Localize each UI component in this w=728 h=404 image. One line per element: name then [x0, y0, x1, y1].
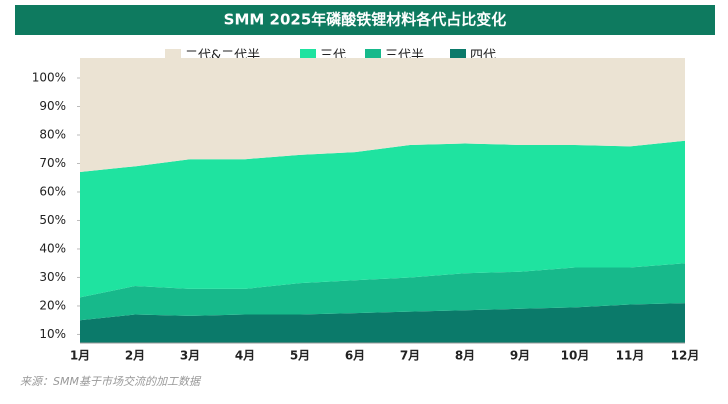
legend-swatch [365, 49, 381, 61]
x-tick-label: 1月 [70, 349, 90, 363]
y-tick-label: 40% [39, 241, 66, 255]
legend-swatch [300, 49, 316, 61]
area [80, 263, 685, 321]
y-tick-label: 70% [39, 156, 66, 170]
x-tick-label: 9月 [510, 349, 530, 363]
x-tick-label: 4月 [235, 349, 255, 363]
x-tick-label: 2月 [125, 349, 145, 363]
x-tick-label: 6月 [345, 349, 365, 363]
x-tick-label: 10月 [561, 349, 590, 363]
y-tick-label: 10% [39, 327, 66, 341]
source: 来源：SMM基于市场交流的加工数据 [20, 375, 202, 388]
y-tick-label: 100% [32, 71, 66, 85]
x-tick-label: 7月 [400, 349, 420, 363]
x-tick-label: 3月 [180, 349, 200, 363]
x-tick-label: 5月 [290, 349, 310, 363]
legend-swatch [450, 49, 466, 61]
y-tick-label: 80% [39, 127, 66, 141]
title-bar [15, 5, 715, 35]
y-tick-label: 90% [39, 99, 66, 113]
y-tick-label: 50% [39, 213, 66, 227]
x-tick-label: 12月 [671, 349, 700, 363]
chart-title: SMM 2025年磷酸铁锂材料各代占比变化 [224, 11, 507, 29]
area [80, 140, 685, 298]
area [80, 58, 685, 173]
y-tick-label: 30% [39, 270, 66, 284]
y-tick-label: 60% [39, 184, 66, 198]
x-tick-label: 11月 [616, 349, 645, 363]
y-tick-label: 20% [39, 298, 66, 312]
legend-swatch [165, 49, 181, 61]
x-tick-label: 8月 [455, 349, 475, 363]
area [80, 303, 685, 343]
